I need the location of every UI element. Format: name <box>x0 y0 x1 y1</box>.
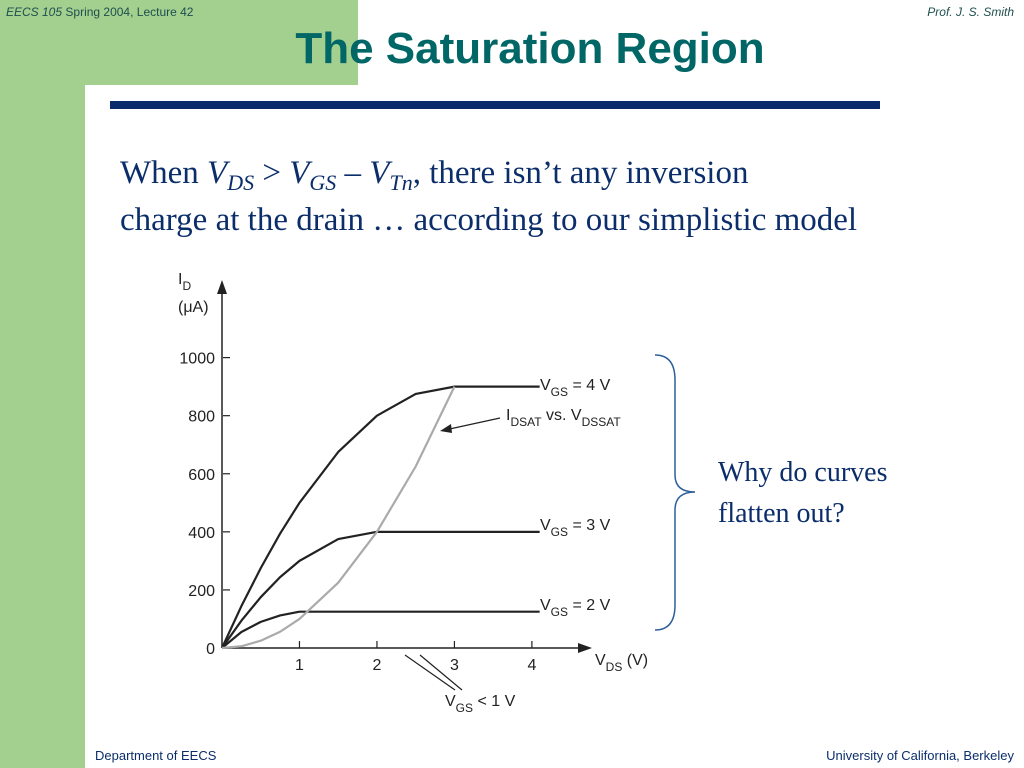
chart: ID (μA) VDS (V) VGS = 4 V VGS = 3 V VGS … <box>178 271 648 715</box>
annotation: VGS < 1 V <box>445 693 516 715</box>
var: V <box>595 652 606 669</box>
y-tick-label: 1000 <box>179 351 215 368</box>
title: The Saturation Region <box>295 24 764 73</box>
text: , there isn’t any inversion <box>413 155 749 191</box>
sub: GS <box>551 385 568 399</box>
series-label: VGS = 4 V <box>540 377 611 399</box>
brace <box>654 354 696 631</box>
y-tick-label: 0 <box>206 641 215 658</box>
text: – <box>336 155 369 191</box>
text: > <box>254 155 289 191</box>
sub: D <box>182 279 191 293</box>
text: = 2 V <box>568 597 611 614</box>
var: I <box>178 271 182 288</box>
curve <box>221 530 540 649</box>
var: V <box>289 155 313 191</box>
sub: DS <box>582 415 599 429</box>
lecture: Spring 2004, Lecture 42 <box>65 5 193 19</box>
x-tick-label: 2 <box>372 657 381 674</box>
panel <box>85 0 1024 768</box>
series-label: VGS = 3 V <box>540 517 611 539</box>
footer-right: University of California, Berkeley <box>826 748 1014 763</box>
top-band <box>0 0 358 85</box>
pointer <box>404 654 456 691</box>
sub: Tn <box>389 170 412 195</box>
side-text: flatten out? <box>718 498 845 529</box>
sub: GS <box>551 605 568 619</box>
y-tick-label: 200 <box>188 583 215 600</box>
text: vs. V <box>542 407 582 424</box>
header-left: EECS 105 Spring 2004, Lecture 42 <box>6 5 194 19</box>
side-text: Why do curves <box>718 457 888 488</box>
y-tick-label: 400 <box>188 525 215 542</box>
x-tick-label: 1 <box>295 657 304 674</box>
body-line1: When VDS > VGS – VTn, there isn’t any in… <box>120 155 748 195</box>
course: EECS 105 <box>6 5 62 19</box>
var: V <box>369 155 393 191</box>
var: V <box>207 155 231 191</box>
x-tick-label: 4 <box>527 657 536 674</box>
y-tick-label: 800 <box>188 409 215 426</box>
x-axis-label: VDS (V) <box>595 652 648 674</box>
sub: GS <box>309 170 336 195</box>
curve <box>221 610 540 649</box>
var: V <box>540 597 551 614</box>
series-label: IDSAT vs. VDSSAT <box>506 407 621 429</box>
unit: (V) <box>622 652 648 669</box>
arrow <box>440 424 452 433</box>
text: = 4 V <box>568 377 611 394</box>
curve <box>221 385 540 649</box>
var: V <box>540 377 551 394</box>
y-axis-label: ID <box>178 271 191 293</box>
sub: D <box>510 415 519 429</box>
pointer <box>444 417 501 431</box>
title-rule <box>110 101 880 109</box>
text: When <box>120 155 207 191</box>
series-label: VGS = 2 V <box>540 597 611 619</box>
sub: DS <box>606 660 623 674</box>
x-tick-label: 3 <box>450 657 459 674</box>
sub: DS <box>226 170 254 195</box>
sub: SAT <box>519 415 542 429</box>
footer-left: Department of EECS <box>95 748 217 763</box>
arrow <box>217 280 227 294</box>
var: V <box>445 693 456 710</box>
y-tick-label: 600 <box>188 467 215 484</box>
arrow <box>578 643 592 653</box>
var: V <box>540 517 551 534</box>
y-axis-unit: (μA) <box>178 299 209 316</box>
text: < 1 V <box>473 693 516 710</box>
body-line2: charge at the drain … according to our s… <box>120 202 857 238</box>
sub: GS <box>456 701 473 715</box>
pointer <box>419 654 463 691</box>
text: = 3 V <box>568 517 611 534</box>
curve <box>221 386 456 650</box>
author: Prof. J. S. Smith <box>927 5 1014 19</box>
sub: GS <box>551 525 568 539</box>
side-band <box>0 0 85 768</box>
var: I <box>506 407 510 424</box>
sub: SAT <box>598 415 621 429</box>
